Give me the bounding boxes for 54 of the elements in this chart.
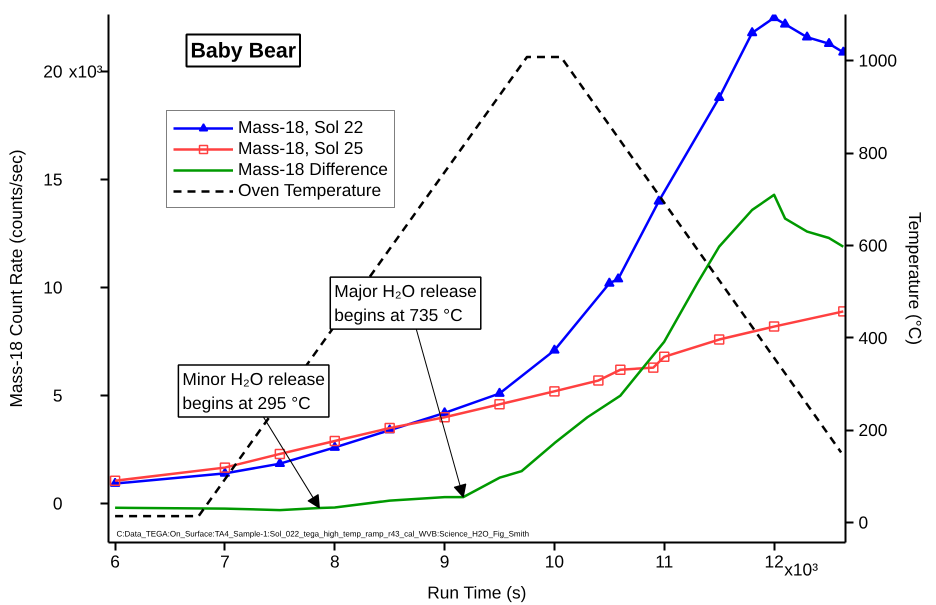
y-tick-label: 20 [43, 62, 63, 82]
annotation: Minor H₂O release begins at 295 °C [182, 368, 325, 413]
legend-label: Mass-18, Sol 22 [238, 117, 364, 138]
point [604, 277, 615, 287]
y-tick-label: 0 [52, 494, 63, 514]
point [593, 375, 604, 386]
y2-tick-label: 0 [858, 512, 868, 533]
point [802, 31, 812, 41]
point [615, 364, 626, 375]
legend-label: Mass-18 Difference [238, 159, 388, 180]
x-tick-label: 7 [220, 552, 230, 572]
point [612, 273, 624, 282]
y2-tick-label: 400 [858, 328, 888, 348]
legend-label: Mass-18, Sol 25 [238, 138, 364, 159]
x-tick-label: 8 [330, 552, 340, 572]
point [110, 475, 120, 486]
y2-tick-label: 1000 [858, 50, 898, 71]
point [549, 344, 560, 354]
y-tick-label: 15 [43, 170, 63, 190]
y-tick-label: 5 [52, 386, 63, 406]
y2-tick-label: 600 [858, 235, 888, 256]
annotation: Major H₂O release begins at 735 °C [334, 281, 477, 326]
x-tick-label: 9 [440, 552, 450, 572]
y2-axis-title: Temperature (°C) [905, 212, 926, 346]
point [549, 386, 560, 397]
text: Baby Bear [190, 38, 296, 62]
legend-label: Oven Temperature [238, 180, 382, 201]
point [824, 38, 834, 47]
point [648, 362, 659, 373]
annotation: C:Data_TEGA:On_Surface:TA4_Sample-1:Sol_022_tega_high_temp_ramp_r43_cal_WVB:Science_H2O_Fig_Smith [116, 530, 530, 538]
point [439, 412, 450, 422]
y-tick-label: 10 [43, 278, 63, 298]
point [220, 462, 230, 473]
text: x10³ [784, 560, 818, 580]
x-tick-label: 11 [655, 552, 674, 572]
point [274, 448, 286, 460]
x-axis-title: Run Time (s) [427, 582, 526, 602]
y-axis-title: Mass-18 Count Rate (counts/sec) [6, 149, 26, 408]
point [274, 458, 286, 468]
point [780, 18, 790, 28]
point [330, 436, 340, 446]
x-tick-label: 12 [764, 552, 784, 572]
x-tick-label: 6 [110, 552, 120, 572]
point [494, 399, 505, 410]
point [768, 321, 780, 332]
y2-tick-label: 200 [858, 420, 888, 440]
y2-tick-label: 800 [858, 143, 888, 164]
text: x10³ [68, 62, 103, 82]
point [714, 334, 724, 345]
point [659, 352, 670, 362]
point [746, 26, 758, 36]
point [714, 92, 724, 101]
point [494, 388, 505, 397]
x-tick-label: 10 [544, 552, 564, 572]
